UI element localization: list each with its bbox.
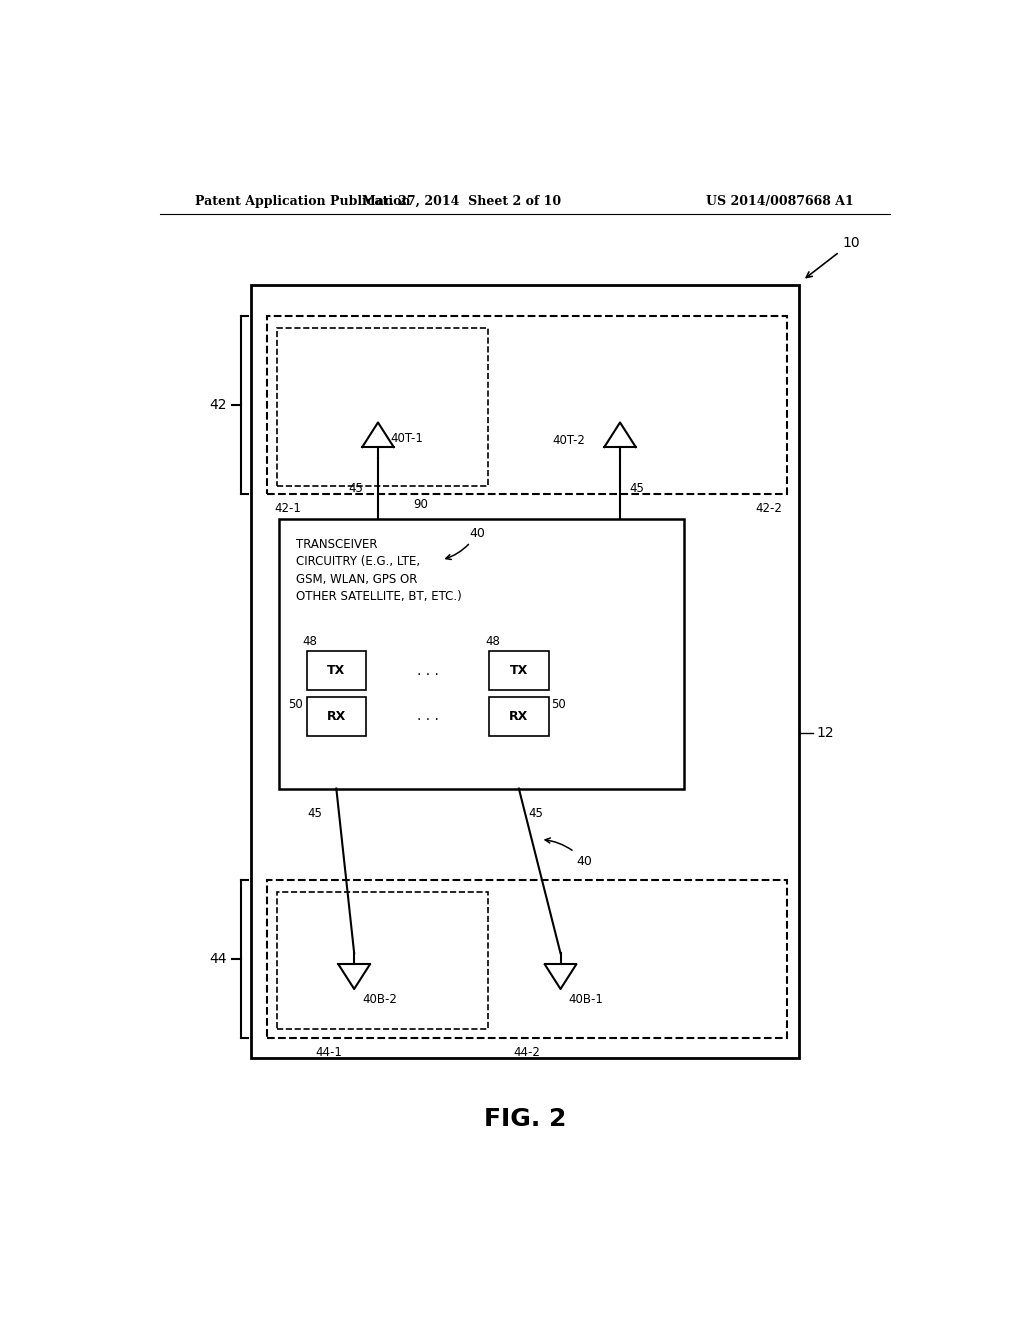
Text: 40T-1: 40T-1 [390,432,423,445]
Text: 44: 44 [210,952,227,966]
Text: TX: TX [510,664,528,677]
Text: 42-2: 42-2 [756,502,782,515]
Text: FIG. 2: FIG. 2 [483,1107,566,1131]
Text: 44-1: 44-1 [315,1045,342,1059]
Text: 45: 45 [630,482,644,495]
Bar [489,651,549,690]
Text: 90: 90 [413,498,428,511]
Text: 50: 50 [551,698,565,711]
Text: 48: 48 [303,635,317,648]
Text: 40B-1: 40B-1 [568,994,603,1006]
Bar [278,329,487,486]
Text: RX: RX [327,710,346,723]
Text: 45: 45 [307,808,322,821]
Text: 45: 45 [528,808,544,821]
Bar [251,285,799,1057]
Text: 40B-2: 40B-2 [362,994,397,1006]
Text: 48: 48 [485,635,500,648]
Bar [267,880,786,1038]
Text: 12: 12 [816,726,834,741]
Text: 42-1: 42-1 [274,502,302,515]
Bar [279,519,684,788]
Text: . . .: . . . [417,664,438,677]
Text: 40T-2: 40T-2 [553,434,586,447]
Text: RX: RX [509,710,528,723]
Bar [267,315,786,494]
Bar [306,697,367,735]
Text: . . .: . . . [417,709,438,723]
Bar [306,651,367,690]
Text: 50: 50 [288,698,303,711]
Text: 10: 10 [806,236,860,277]
Bar [489,697,549,735]
Text: 44-2: 44-2 [513,1045,541,1059]
Text: 42: 42 [210,397,227,412]
Text: TRANSCEIVER
CIRCUITRY (E.G., LTE,
GSM, WLAN, GPS OR
OTHER SATELLITE, BT, ETC.): TRANSCEIVER CIRCUITRY (E.G., LTE, GSM, W… [296,537,462,603]
Text: 45: 45 [349,482,364,495]
Text: US 2014/0087668 A1: US 2014/0087668 A1 [707,194,854,207]
Text: 40: 40 [545,838,592,867]
Bar [278,892,487,1030]
Text: Mar. 27, 2014  Sheet 2 of 10: Mar. 27, 2014 Sheet 2 of 10 [361,194,561,207]
Text: Patent Application Publication: Patent Application Publication [196,194,411,207]
Text: TX: TX [328,664,345,677]
Text: 40: 40 [445,527,485,560]
